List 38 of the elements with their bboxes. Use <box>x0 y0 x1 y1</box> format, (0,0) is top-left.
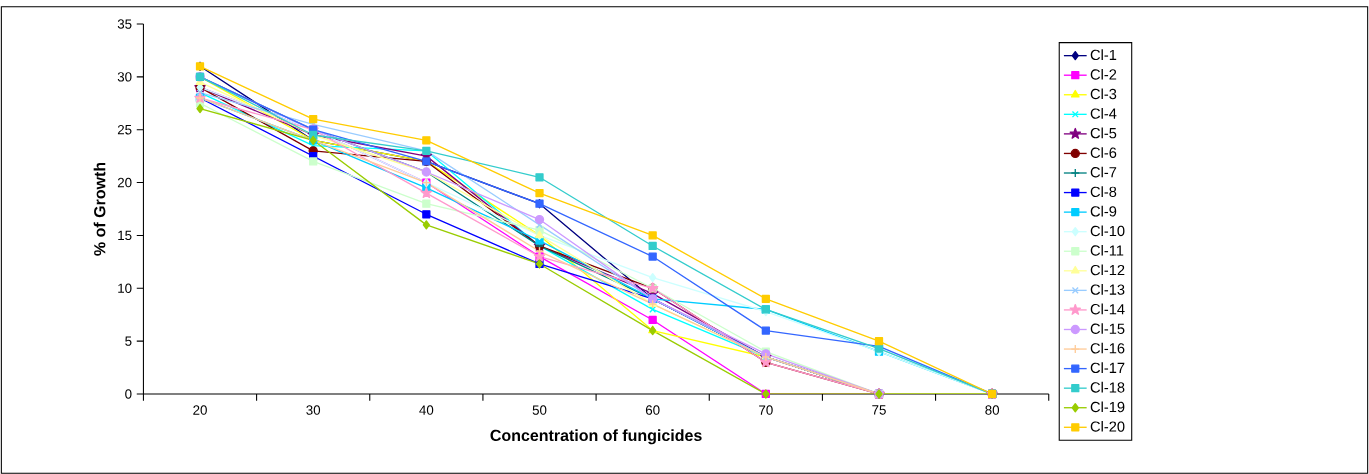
legend-label: Cl-14 <box>1090 303 1125 315</box>
legend-label: Cl-7 <box>1090 166 1117 178</box>
legend-label: Cl-11 <box>1090 244 1124 256</box>
legend-label: Cl-16 <box>1090 342 1125 354</box>
legend-label: Cl-5 <box>1090 127 1117 139</box>
legend-label: Cl-13 <box>1090 284 1125 295</box>
legend-label: Cl-10 <box>1090 225 1125 237</box>
legend-label: Cl-1 <box>1090 49 1117 61</box>
legend-label: Cl-3 <box>1090 88 1117 100</box>
legend-label: Cl-6 <box>1090 147 1117 158</box>
legend-label: Cl-8 <box>1090 186 1117 198</box>
x-tick-label: 60 <box>645 405 660 415</box>
x-tick-label: 50 <box>532 405 547 415</box>
x-tick-label: 20 <box>193 405 207 415</box>
legend-label: Cl-19 <box>1090 401 1125 413</box>
y-tick-label: 30 <box>117 72 132 82</box>
y-tick-label: 15 <box>118 230 132 241</box>
x-tick-label: 40 <box>419 405 434 415</box>
y-tick-label: 20 <box>117 177 132 188</box>
legend-label: Cl-17 <box>1090 362 1125 374</box>
x-tick-label: 75 <box>872 405 886 415</box>
y-tick-label: 25 <box>117 124 132 135</box>
x-axis-title: Concentration of fungicides <box>490 429 702 445</box>
y-tick-label: 35 <box>117 19 132 29</box>
legend-label: Cl-9 <box>1090 205 1117 217</box>
legend-label: Cl-18 <box>1090 381 1125 393</box>
y-tick-label: 10 <box>118 283 132 293</box>
legend-label: Cl-2 <box>1090 68 1117 80</box>
x-tick-label: 70 <box>759 405 773 415</box>
x-tick-label: 80 <box>985 405 1000 415</box>
legend-label: Cl-12 <box>1090 264 1125 276</box>
legend-label: Cl-15 <box>1090 323 1125 334</box>
y-tick-label: 0 <box>125 389 132 399</box>
x-tick-label: 30 <box>306 405 321 415</box>
y-axis-title: % of Growth <box>93 162 106 256</box>
legend-label: Cl-4 <box>1090 108 1117 119</box>
y-tick-label: 5 <box>125 336 132 346</box>
legend-label: Cl-20 <box>1090 420 1125 432</box>
